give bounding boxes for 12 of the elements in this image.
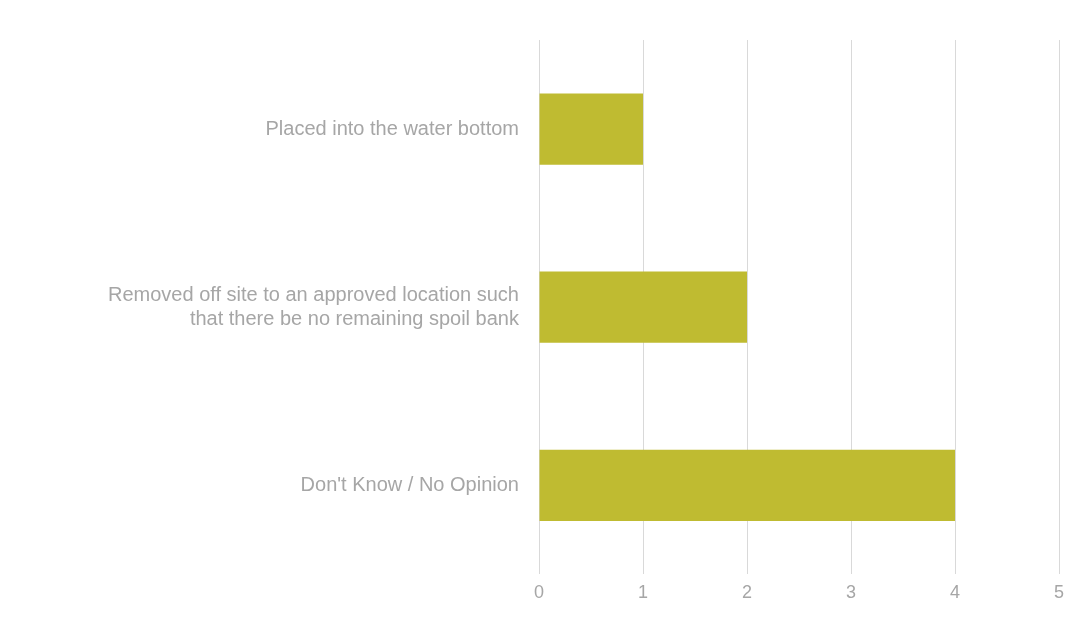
x-tick-label: 1 <box>637 582 649 603</box>
bar <box>539 271 747 343</box>
x-tick-label: 0 <box>533 582 545 603</box>
bar <box>539 93 643 165</box>
x-tick-label: 3 <box>845 582 857 603</box>
y-tick-label: Placed into the water bottom <box>265 116 519 139</box>
y-tick-label: Removed off site to an approved location such that there be no remaining spoil bank <box>108 282 520 329</box>
x-tick-label: 4 <box>949 582 961 603</box>
y-tick-label: Don't Know / No Opinion <box>300 472 519 495</box>
bar <box>539 449 955 521</box>
x-tick-label: 5 <box>1053 582 1065 603</box>
x-tick-label: 2 <box>741 582 753 603</box>
